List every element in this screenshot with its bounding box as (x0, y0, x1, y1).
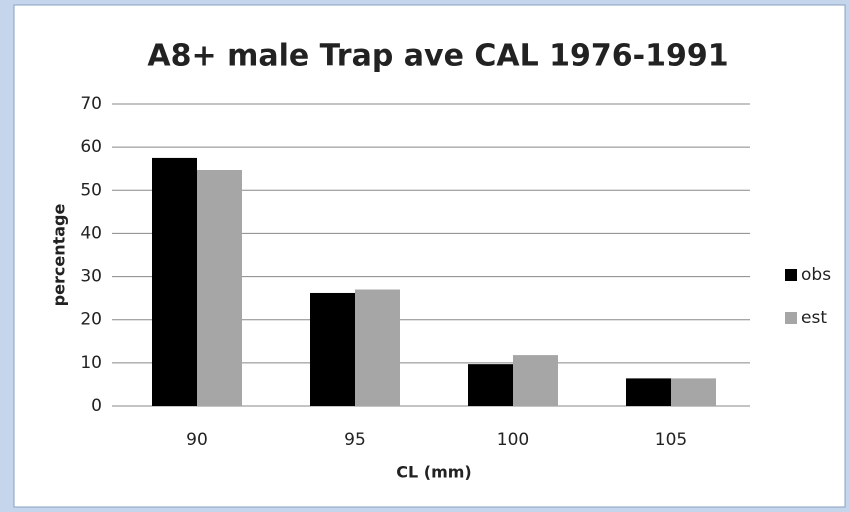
y-tick-label: 20 (80, 310, 102, 330)
y-tick-label: 70 (80, 94, 102, 114)
legend-swatch (785, 269, 797, 281)
legend-label: est (801, 308, 827, 328)
x-tick-label: 105 (655, 430, 687, 450)
chart-title: A8+ male Trap ave CAL 1976-1991 (147, 39, 728, 74)
bar (468, 364, 513, 406)
bar (671, 378, 716, 406)
chart-area (13, 4, 846, 508)
y-tick-label: 50 (80, 180, 102, 200)
bar (197, 170, 242, 406)
y-axis-label: percentage (50, 204, 69, 307)
legend-swatch (785, 312, 797, 324)
y-tick-label: 60 (80, 137, 102, 157)
y-tick-label: 40 (80, 223, 102, 243)
x-tick-label: 90 (186, 430, 208, 450)
legend-label: obs (801, 265, 831, 285)
y-tick-label: 0 (91, 396, 102, 416)
bar (355, 289, 400, 406)
x-tick-label: 100 (497, 430, 529, 450)
bar (513, 355, 558, 406)
y-tick-label: 30 (80, 267, 102, 287)
bar (152, 157, 197, 406)
x-tick-label: 95 (344, 430, 366, 450)
bar (626, 378, 671, 406)
bar (310, 292, 355, 406)
y-tick-label: 10 (80, 353, 102, 373)
x-axis-label: CL (mm) (396, 463, 471, 482)
